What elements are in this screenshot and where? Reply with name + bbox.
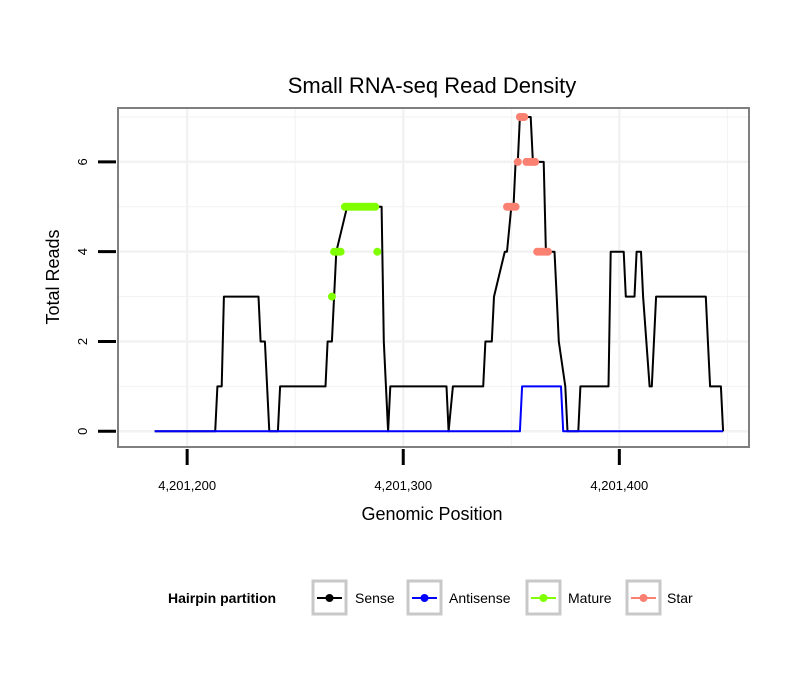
series-line-antisense [154, 385, 724, 433]
x-tick-label: 4,201,200 [158, 478, 216, 493]
legend-key-point [639, 594, 648, 602]
legend-label-star: Star [667, 590, 693, 606]
point-star [531, 157, 540, 166]
point-star [511, 202, 520, 211]
x-axis-label: Genomic Position [361, 504, 502, 524]
axes: 0 2 4 6 4,201,200 4,201,300 4,201,400 [75, 158, 648, 493]
legend-label-antisense: Antisense [449, 590, 511, 606]
legend-key-point [539, 594, 548, 602]
legend-label-mature: Mature [568, 590, 612, 606]
plot-panel [118, 108, 749, 447]
point-mature [371, 202, 380, 211]
y-tick-label: 2 [75, 338, 90, 345]
legend-title: Hairpin partition [168, 590, 276, 606]
point-mature [336, 247, 345, 256]
legend-key-point [325, 594, 334, 602]
chart-title: Small RNA-seq Read Density [288, 73, 577, 98]
point-mature [373, 247, 382, 256]
plot-border [117, 107, 750, 448]
x-tick-label: 4,201,400 [590, 478, 648, 493]
point-mature [327, 292, 336, 301]
point-star [544, 247, 552, 256]
point-star [513, 157, 522, 166]
y-tick-label: 4 [75, 248, 90, 255]
y-tick-label: 0 [75, 428, 90, 435]
y-axis-label: Total Reads [43, 229, 63, 324]
legend: Hairpin partition Sense Antisense Mature St… [168, 579, 693, 616]
x-tick-label: 4,201,300 [374, 478, 432, 493]
y-tick-label: 6 [75, 158, 90, 165]
legend-key-point [420, 594, 429, 602]
point-star [520, 113, 529, 121]
points-layer [327, 113, 552, 301]
legend-label-sense: Sense [355, 590, 395, 606]
